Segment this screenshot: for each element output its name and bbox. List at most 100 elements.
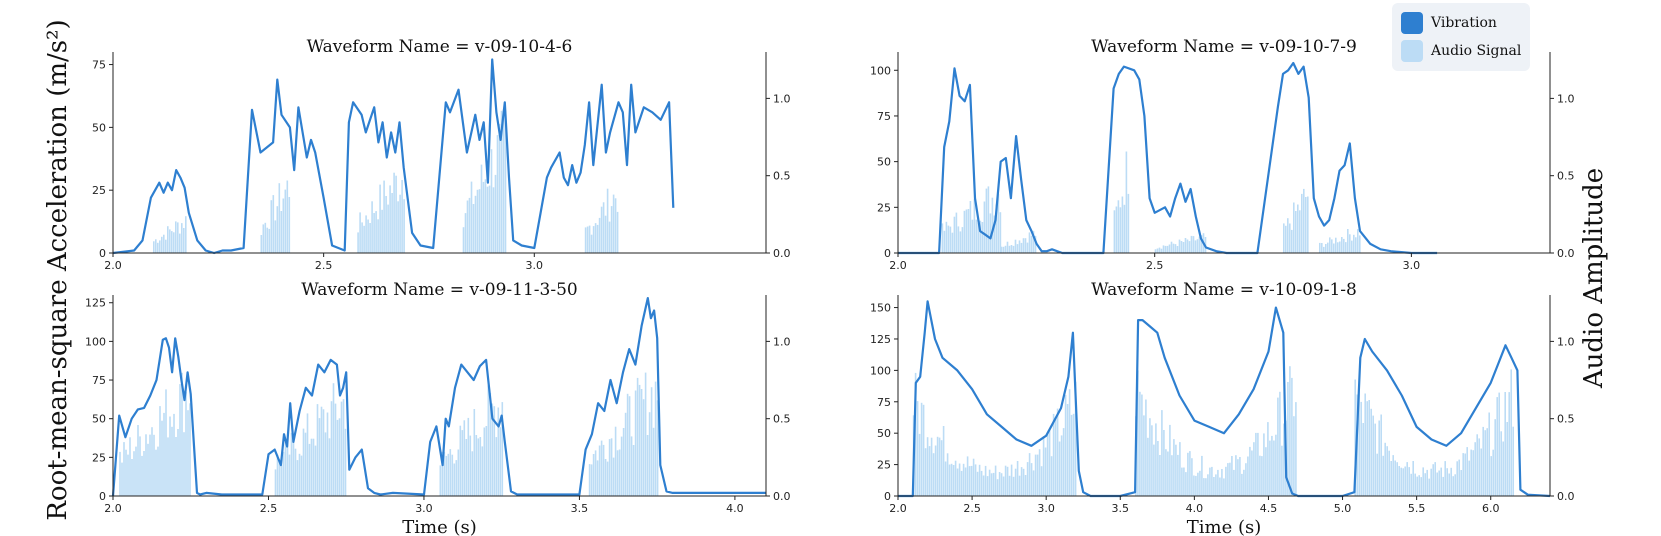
audio-bar xyxy=(1303,188,1305,253)
audio-bar xyxy=(1291,377,1293,496)
audio-bar xyxy=(650,387,653,496)
audio-bar xyxy=(644,372,647,496)
audio-bar xyxy=(1275,434,1277,496)
audio-bar xyxy=(1446,468,1448,496)
audio-bar xyxy=(342,399,345,496)
audio-bar xyxy=(1022,238,1025,253)
audio-bar xyxy=(1167,451,1169,496)
audio-bar xyxy=(439,465,442,496)
audio-bar xyxy=(957,226,960,253)
x-tick-label: 4.5 xyxy=(1260,502,1278,515)
y-tick-label: 25 xyxy=(877,459,891,472)
audio-bar xyxy=(169,416,171,496)
audio-bar xyxy=(991,197,994,253)
audio-bar xyxy=(970,465,973,496)
audio-bar xyxy=(1436,472,1438,496)
audio-bar xyxy=(1245,463,1247,496)
audio-bar xyxy=(1026,242,1029,253)
audio-bar xyxy=(1179,442,1181,496)
audio-bar xyxy=(499,427,502,496)
audio-bar xyxy=(1450,467,1452,496)
audio-bar xyxy=(379,184,381,253)
audio-bar xyxy=(612,194,615,253)
audio-bar xyxy=(1458,459,1460,496)
audio-bar xyxy=(1237,459,1239,496)
audio-bar xyxy=(1002,476,1005,496)
audio-bar xyxy=(1201,455,1203,496)
audio-bar xyxy=(1197,472,1199,496)
y2-tick-label: 0.0 xyxy=(1557,247,1575,260)
audio-bar xyxy=(1384,442,1386,496)
audio-bar xyxy=(1020,467,1023,496)
audio-bar xyxy=(1012,476,1015,496)
audio-bar xyxy=(1359,235,1361,253)
audio-bar xyxy=(151,427,153,496)
audio-bar xyxy=(276,454,279,496)
x-tick-label: 6.0 xyxy=(1482,502,1500,515)
audio-bar xyxy=(590,464,593,496)
y-tick-label: 100 xyxy=(85,335,106,348)
subplot-3: 2.0 2.5 3.0 3.5 4.0 0 25 50 75 100 125 0.0 0.5 1.0 Wav… xyxy=(85,280,791,536)
audio-bar xyxy=(918,433,921,496)
audio-bar xyxy=(638,384,641,496)
audio-bar xyxy=(1277,397,1279,496)
audio-signal-series xyxy=(153,109,619,254)
audio-bar xyxy=(377,219,379,253)
audio-bar xyxy=(1034,454,1037,496)
audio-bar xyxy=(1374,423,1376,496)
audio-bar xyxy=(984,465,987,496)
audio-bar xyxy=(1145,399,1147,496)
audio-bar xyxy=(153,241,155,253)
audio-bar xyxy=(588,464,591,496)
audio-bar xyxy=(1347,229,1349,253)
audio-bar xyxy=(1440,467,1442,496)
audio-bar xyxy=(1157,441,1159,496)
audio-bar xyxy=(1154,249,1157,253)
subplot-title: Waveform Name = v-09-11-3-50 xyxy=(301,280,578,300)
y-tick-label: 125 xyxy=(870,333,891,346)
audio-bar xyxy=(183,228,185,253)
audio-bar xyxy=(1380,414,1382,496)
audio-bar xyxy=(983,201,986,253)
audio-bar xyxy=(1482,426,1484,496)
audio-bar xyxy=(165,239,167,253)
subplot-1: 2.0 2.5 3.0 0 25 50 75 0.0 0.5 1.0 Waveform Name =… xyxy=(92,37,791,272)
audio-bar xyxy=(1305,197,1307,253)
audio-bar xyxy=(141,455,143,496)
audio-bar xyxy=(304,432,307,496)
audio-bar xyxy=(652,427,655,496)
audio-bar xyxy=(1139,391,1141,496)
audio-bar xyxy=(1434,462,1436,496)
audio-bar xyxy=(1400,467,1402,496)
audio-bar xyxy=(367,219,369,253)
audio-bar xyxy=(1388,450,1390,496)
audio-bar xyxy=(290,432,293,496)
audio-bar xyxy=(1034,235,1037,253)
audio-bar xyxy=(642,399,645,496)
audio-bar xyxy=(598,445,601,496)
audio-bar xyxy=(1223,478,1225,496)
audio-bar xyxy=(1360,401,1362,496)
audio-bar xyxy=(363,225,365,253)
audio-bar xyxy=(185,216,187,253)
audio-bar xyxy=(476,189,479,253)
audio-bar xyxy=(1255,432,1257,496)
audio-bar xyxy=(1162,245,1165,253)
audio-bar xyxy=(469,435,472,496)
audio-bar xyxy=(1137,370,1139,496)
audio-bar xyxy=(286,180,289,253)
audio-signal-series xyxy=(941,151,1361,253)
audio-bar xyxy=(1321,243,1323,253)
audio-bar xyxy=(500,110,503,253)
audio-bar xyxy=(1259,455,1261,496)
x-tick-label: 5.0 xyxy=(1334,502,1352,515)
vibration-line xyxy=(112,58,675,255)
audio-bar xyxy=(401,180,403,253)
audio-bar xyxy=(1251,450,1253,496)
audio-bar xyxy=(602,444,605,496)
audio-bar xyxy=(1426,469,1428,496)
audio-bar xyxy=(145,434,147,496)
audio-bar xyxy=(1287,382,1289,496)
audio-bar xyxy=(149,434,151,496)
